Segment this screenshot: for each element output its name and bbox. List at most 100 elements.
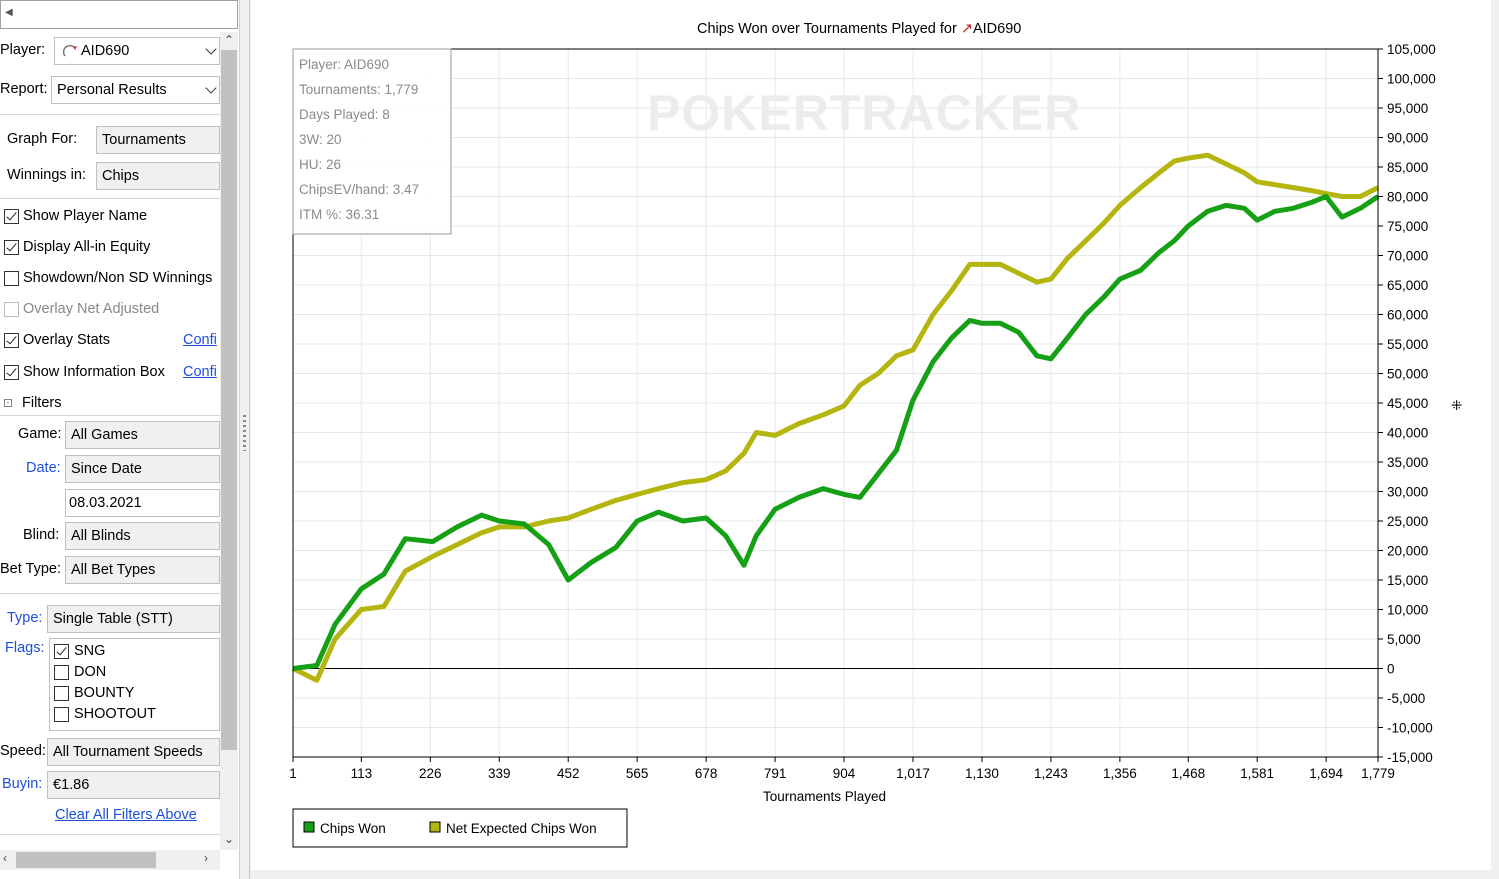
speed-label: Speed: [0, 743, 46, 759]
filter-sidebar: ◀ Player: AID690 Report: Personal Result… [0, 0, 240, 879]
buyin-label: Buyin: [2, 776, 43, 792]
x-tick-label: 1,243 [1034, 766, 1068, 781]
date-select[interactable]: Since Date [65, 455, 220, 483]
y-tick-label: 10,000 [1387, 603, 1428, 618]
overlay-stats-label: Overlay Stats [23, 332, 111, 348]
series-net-expected [291, 152, 1380, 683]
x-tick-label: 678 [695, 766, 718, 781]
scroll-left-icon[interactable]: ‹ [3, 851, 7, 865]
report-value: Personal Results [57, 82, 167, 98]
date-input-value: 08.03.2021 [69, 495, 142, 511]
y-tick-label: 100,000 [1387, 72, 1436, 87]
watermark: POKERTRACKER [647, 85, 1081, 141]
y-tick-label: 30,000 [1387, 485, 1428, 500]
y-tick-label: 65,000 [1387, 278, 1428, 293]
y-tick-label: 35,000 [1387, 455, 1428, 470]
legend-swatch-net-expected [429, 821, 441, 833]
speed-select[interactable]: All Tournament Speeds [47, 738, 220, 766]
show-info-box-checkbox[interactable] [4, 365, 19, 380]
flag-bounty-checkbox[interactable] [54, 686, 69, 701]
overlay-stats-configure-link[interactable]: Confi [183, 332, 217, 348]
bet-type-select[interactable]: All Bet Types [65, 556, 220, 584]
y-tick-label: 70,000 [1387, 249, 1428, 264]
x-tick-label: 452 [557, 766, 580, 781]
graph-for-select[interactable]: Tournaments [96, 126, 220, 154]
scroll-right-icon[interactable]: › [204, 851, 208, 865]
blind-select[interactable]: All Blinds [65, 522, 220, 550]
series-group [291, 152, 1380, 683]
date-input[interactable]: 08.03.2021 [65, 489, 220, 517]
blind-label: Blind: [23, 527, 60, 543]
x-tick-label: 1,356 [1103, 766, 1137, 781]
graph-for-value: Tournaments [102, 132, 186, 148]
horizontal-scrollbar-thumb[interactable] [16, 852, 156, 868]
splitter-grip-icon[interactable] [243, 415, 246, 451]
bet-type-value: All Bet Types [71, 562, 156, 578]
overlay-net-adjusted-checkbox [4, 302, 19, 317]
sidebar-top-box[interactable]: ◀ [0, 0, 238, 29]
series-chips-won [292, 194, 1380, 671]
x-tick-label: 1,581 [1240, 766, 1274, 781]
flag-don-checkbox[interactable] [54, 665, 69, 680]
buyin-value: €1.86 [53, 777, 90, 793]
type-label: Type: [7, 610, 43, 626]
x-axis-label: Tournaments Played [763, 789, 886, 804]
legend-swatch-chips-won [303, 821, 315, 833]
divider [0, 834, 220, 835]
y-tick-label: 45,000 [1387, 396, 1428, 411]
vertical-scrollbar-thumb[interactable] [221, 50, 237, 750]
y-tick-label: 90,000 [1387, 131, 1428, 146]
chevron-down-icon [205, 82, 217, 94]
y-tick-label: 25,000 [1387, 514, 1428, 529]
display-allin-equity-checkbox[interactable] [4, 240, 19, 255]
x-tick-label: 791 [764, 766, 787, 781]
info-box-configure-link[interactable]: Confi [183, 364, 217, 380]
filters-heading: Filters [22, 395, 62, 411]
x-tick-label: 1,779 [1361, 766, 1395, 781]
scroll-up-icon[interactable]: ⌃ [224, 33, 235, 47]
scroll-left-small-icon[interactable]: ◀ [5, 7, 13, 18]
flag-sng-checkbox[interactable] [54, 644, 69, 659]
crosshair-icon: ⁜ [1451, 398, 1462, 413]
report-select[interactable]: Personal Results [51, 76, 220, 104]
winnings-in-label: Winnings in: [7, 167, 86, 183]
overlay-stats-checkbox[interactable] [4, 333, 19, 348]
flags-label: Flags: [5, 640, 45, 656]
showdown-winnings-checkbox[interactable] [4, 271, 19, 286]
y-tick-label: -15,000 [1387, 750, 1433, 765]
date-value: Since Date [71, 461, 142, 477]
results-graph: Chips Won over Tournaments Played for ↗A… [289, 21, 1462, 848]
x-tick-label: 1,017 [896, 766, 930, 781]
x-axis: 1 113 226 339 452 565 678 791 904 1,017 1,130 1,243… [289, 757, 1395, 781]
show-player-name-checkbox[interactable] [4, 209, 19, 224]
legend-chips-won: Chips Won [320, 821, 386, 836]
legend: Chips Won Net Expected Chips Won [292, 808, 628, 848]
clear-filters-link[interactable]: Clear All Filters Above [55, 807, 197, 823]
divider [0, 114, 220, 115]
show-player-name-label: Show Player Name [23, 208, 148, 224]
collapse-icon[interactable]: - [4, 399, 12, 407]
info-player: Player: AID690 [299, 57, 389, 72]
divider [0, 593, 220, 594]
info-chipsev: ChipsEV/hand: 3.47 [299, 182, 419, 197]
y-tick-label: 75,000 [1387, 219, 1428, 234]
game-label: Game: [18, 426, 62, 442]
info-days-played: Days Played: 8 [299, 107, 390, 122]
y-tick-label: 40,000 [1387, 426, 1428, 441]
y-tick-label: 5,000 [1387, 632, 1421, 647]
flag-shootout-checkbox[interactable] [54, 707, 69, 722]
game-select[interactable]: All Games [65, 421, 220, 449]
bet-type-label: Bet Type: [0, 561, 61, 577]
x-tick-label: 1,694 [1309, 766, 1343, 781]
show-info-box-label: Show Information Box [23, 364, 165, 380]
chart-title: Chips Won over Tournaments Played for ↗A… [697, 21, 1021, 37]
y-tick-label: 105,000 [1387, 42, 1436, 57]
player-select[interactable]: AID690 [54, 37, 220, 65]
report-label: Report: [0, 81, 48, 97]
player-site-icon: ↗ [961, 21, 973, 37]
buyin-select[interactable]: €1.86 [47, 771, 220, 799]
scroll-down-icon[interactable]: ⌄ [224, 832, 235, 846]
type-select[interactable]: Single Table (STT) [47, 605, 220, 633]
y-tick-label: 55,000 [1387, 337, 1428, 352]
winnings-in-select[interactable]: Chips [96, 162, 220, 190]
